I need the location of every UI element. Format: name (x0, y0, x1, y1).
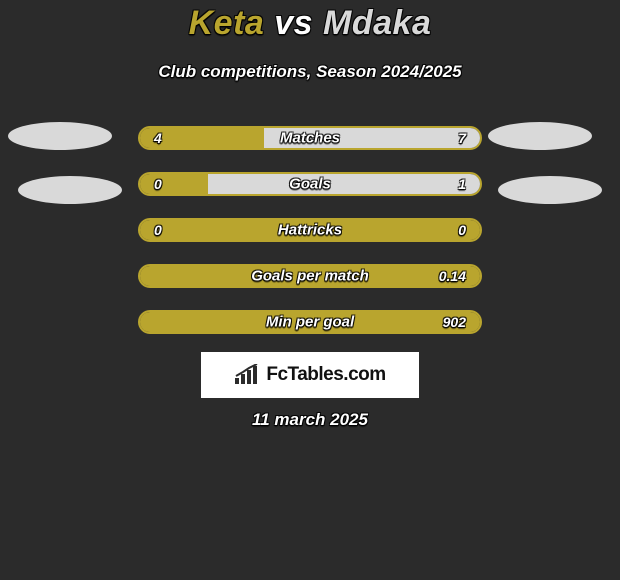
date-label: 11 march 2025 (0, 410, 620, 430)
brand-text: FcTables.com (266, 364, 385, 386)
title-left: Keta (189, 4, 265, 42)
team-badge (8, 122, 112, 150)
team-badge (498, 176, 602, 204)
page-title: Keta vs Mdaka (0, 4, 620, 43)
stat-bar-left-fill (140, 312, 480, 332)
stat-bar-left-fill (140, 128, 264, 148)
stat-bar-left-fill (140, 266, 480, 286)
brand-logo: FcTables.com (201, 352, 419, 398)
stat-bar: Goals per match0.14 (138, 264, 482, 288)
stat-bar: Hattricks00 (138, 218, 482, 242)
stat-bar-left-fill (140, 174, 208, 194)
stat-bar-right-fill (264, 128, 480, 148)
subtitle: Club competitions, Season 2024/2025 (0, 62, 620, 82)
stat-bar-left-fill (140, 220, 480, 240)
team-badge (488, 122, 592, 150)
comparison-infographic: Keta vs Mdaka Club competitions, Season … (0, 0, 620, 580)
team-badge (18, 176, 122, 204)
title-right: Mdaka (323, 4, 431, 42)
title-vs: vs (274, 4, 313, 42)
stat-bar-right-fill (208, 174, 480, 194)
bar-chart-icon (234, 364, 260, 386)
stat-bar: Min per goal902 (138, 310, 482, 334)
stat-bar: Goals01 (138, 172, 482, 196)
stat-bar: Matches47 (138, 126, 482, 150)
